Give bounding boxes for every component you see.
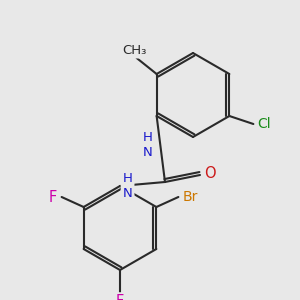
Text: F: F bbox=[49, 190, 57, 205]
Text: H
N: H N bbox=[123, 172, 133, 200]
Text: O: O bbox=[204, 166, 216, 181]
Text: Cl: Cl bbox=[258, 117, 271, 131]
Text: Br: Br bbox=[183, 190, 198, 204]
Text: CH₃: CH₃ bbox=[122, 44, 147, 56]
Text: H
N: H N bbox=[143, 131, 153, 159]
Text: F: F bbox=[116, 295, 124, 300]
